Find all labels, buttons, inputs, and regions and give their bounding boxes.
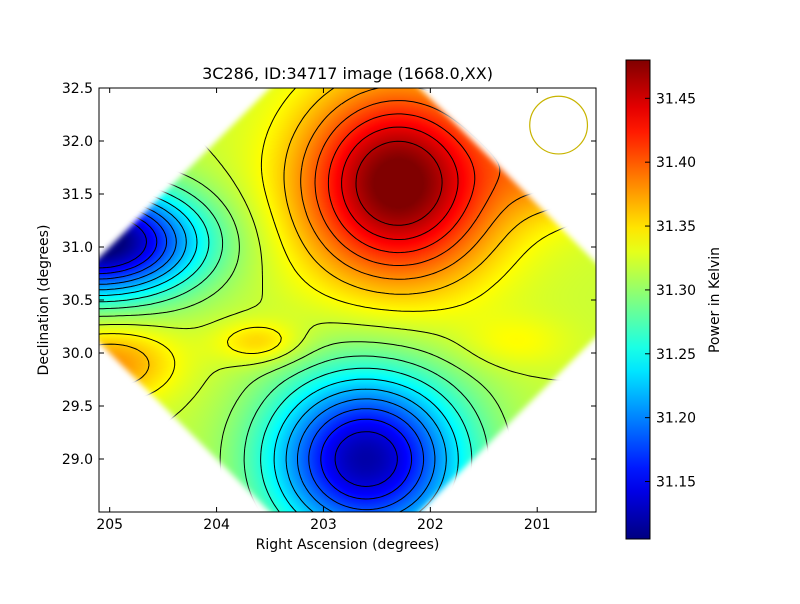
colorbar-tick-label-31.40: 31.40 bbox=[656, 155, 696, 171]
contour-level-13 bbox=[314, 100, 501, 266]
heatmap-layer bbox=[99, 88, 596, 512]
x-tick-label-202: 202 bbox=[417, 517, 444, 533]
colorbar-tick-label-31.45: 31.45 bbox=[656, 91, 696, 107]
x-tick-label-205: 205 bbox=[96, 517, 123, 533]
contour-level-15 bbox=[341, 126, 459, 240]
y-tick-label-30.5: 30.5 bbox=[62, 293, 93, 309]
y-tick-label-32.5: 32.5 bbox=[62, 81, 93, 97]
chart-title: 3C286, ID:34717 image (1668.0,XX) bbox=[202, 64, 493, 83]
colorbar-tick-label-31.15: 31.15 bbox=[656, 475, 696, 491]
x-tick-label-204: 204 bbox=[203, 517, 230, 533]
colorbar bbox=[625, 59, 651, 540]
x-tick-label-203: 203 bbox=[310, 517, 337, 533]
contour-level-5 bbox=[99, 186, 459, 512]
contour-level-8 bbox=[99, 158, 513, 512]
contour-level-3 bbox=[99, 198, 436, 512]
contour-level-14 bbox=[327, 113, 476, 254]
contour-lines bbox=[99, 88, 596, 512]
contour-level-0 bbox=[99, 215, 398, 487]
contour-level-10 bbox=[99, 88, 596, 403]
y-tick-label-30.0: 30.0 bbox=[62, 346, 93, 362]
colorbar-tick-label-31.35: 31.35 bbox=[656, 219, 696, 235]
y-tick-label-31.5: 31.5 bbox=[62, 187, 93, 203]
y-tick-label-31.0: 31.0 bbox=[62, 240, 93, 256]
contour-level-4 bbox=[99, 192, 447, 512]
contour-level-6 bbox=[99, 179, 473, 512]
x-axis-label: Right Ascension (degrees) bbox=[256, 537, 440, 553]
colorbar-tick-label-31.30: 31.30 bbox=[656, 283, 696, 299]
contour-level-9 bbox=[99, 88, 596, 459]
y-axis-ticks: 29.0 29.5 30.0 30.5 31.0 31.5 32.0 32.5 bbox=[62, 81, 596, 468]
contour-level-2 bbox=[99, 203, 425, 511]
colorbar-ticks: 31.15 31.20 31.25 31.30 31.35 31.40 31.45 bbox=[645, 91, 696, 491]
beam-circle bbox=[529, 95, 589, 155]
y-tick-label-32.0: 32.0 bbox=[62, 134, 93, 150]
colorbar-tick-label-31.20: 31.20 bbox=[656, 411, 696, 427]
contour-level-7 bbox=[99, 171, 489, 512]
x-axis-ticks: 205 204 203 202 201 bbox=[96, 88, 551, 533]
y-tick-label-29.0: 29.0 bbox=[62, 452, 93, 468]
colorbar-label: Power in Kelvin bbox=[707, 247, 723, 353]
y-axis-label: Declination (degrees) bbox=[36, 225, 52, 376]
heatmap-image bbox=[99, 88, 596, 512]
colorbar-tick-label-31.25: 31.25 bbox=[656, 347, 696, 363]
y-tick-label-29.5: 29.5 bbox=[62, 399, 93, 415]
contour-level-1 bbox=[99, 209, 413, 500]
x-tick-label-201: 201 bbox=[524, 517, 551, 533]
contour-level-12 bbox=[300, 88, 578, 280]
contour-level-16 bbox=[355, 140, 443, 226]
contour-level-11 bbox=[99, 88, 596, 388]
